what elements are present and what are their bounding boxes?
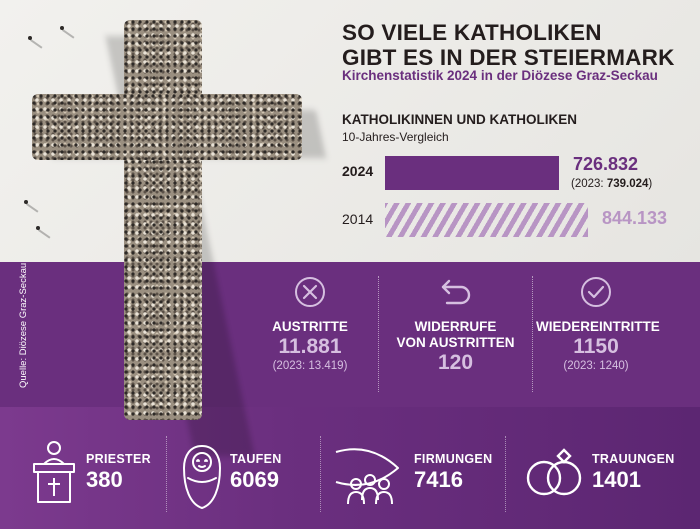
divider bbox=[378, 276, 379, 392]
sacrament-firmungen: FIRMUNGEN 7416 bbox=[414, 452, 492, 492]
annotation-suffix: ) bbox=[648, 178, 653, 190]
divider bbox=[505, 436, 506, 512]
sacrament-label: FIRMUNGEN bbox=[414, 452, 493, 466]
kpi-label-line-2: VON AUSTRITTEN bbox=[396, 335, 515, 350]
baby-icon bbox=[182, 444, 222, 510]
fish-people-icon bbox=[335, 448, 399, 505]
sacrament-label: TAUFEN bbox=[230, 452, 282, 466]
sacrament-taufen: TAUFEN 6069 bbox=[230, 452, 282, 492]
wedding-rings-icon bbox=[526, 448, 582, 496]
sacrament-label: TRAUUNGEN bbox=[592, 452, 675, 466]
sacrament-label: PRIESTER bbox=[86, 452, 151, 466]
title-line-1: SO VIELE KATHOLIKEN bbox=[342, 20, 602, 45]
cross-vertical-beam bbox=[124, 20, 202, 420]
source-note: Quelle: Diözese Graz-Seckau bbox=[18, 262, 29, 388]
kpi-label-line-1: WIDERRUFE bbox=[414, 319, 497, 334]
walker-figure bbox=[24, 200, 28, 204]
bar-annotation-2024: (2023: 739.024) bbox=[571, 178, 652, 190]
category-label-2024: 2024 bbox=[342, 163, 374, 179]
kpi-label: AUSTRITTE bbox=[272, 319, 348, 334]
sacrament-value: 380 bbox=[86, 467, 123, 492]
check-circle-icon bbox=[581, 277, 611, 307]
kpi-widerrufe: WIDERRUFE VON AUSTRITTEN 120 bbox=[393, 278, 518, 375]
sacrament-value: 6069 bbox=[230, 467, 279, 492]
annotation-value: 739.024 bbox=[606, 178, 649, 190]
bar-2014 bbox=[385, 203, 588, 237]
page-title: SO VIELE KATHOLIKEN GIBT ES IN DER STEIE… bbox=[342, 20, 692, 70]
sacrament-value: 7416 bbox=[414, 467, 463, 492]
kpi-previous: (2023: 13.419) bbox=[272, 360, 348, 372]
bar-value-2014: 844.133 bbox=[602, 208, 668, 228]
chart-subtitle: 10-Jahres-Vergleich bbox=[342, 130, 449, 144]
priest-icon bbox=[33, 441, 75, 503]
walker-figure bbox=[36, 226, 40, 230]
kpi-value: 1150 bbox=[573, 335, 619, 358]
walker-figure bbox=[60, 26, 64, 30]
divider bbox=[532, 276, 533, 392]
chart-title: KATHOLIKINNEN UND KATHOLIKEN bbox=[342, 112, 577, 127]
sacrament-trauungen: TRAUUNGEN 1401 bbox=[592, 452, 675, 492]
sacraments-band bbox=[0, 407, 700, 529]
sacrament-priester: PRIESTER 380 bbox=[86, 452, 151, 492]
cross-horizontal-beam bbox=[32, 94, 302, 160]
kpi-value: 120 bbox=[437, 351, 474, 374]
bar-value-2024: 726.832 bbox=[573, 154, 639, 174]
kpi-value: 11.881 bbox=[278, 335, 342, 358]
kpi-label: WIEDEREINTRITTE bbox=[536, 319, 660, 334]
kpi-austritte: AUSTRITTE 11.881 (2023: 13.419) bbox=[250, 276, 370, 374]
walker-figure bbox=[28, 36, 32, 40]
page-subtitle: Kirchenstatistik 2024 in der Diözese Gra… bbox=[342, 68, 658, 83]
sacrament-value: 1401 bbox=[592, 467, 641, 492]
title-line-2: GIBT ES IN DER STEIERMARK bbox=[342, 45, 675, 70]
undo-arrow-icon bbox=[441, 279, 470, 305]
kpi-previous: (2023: 1240) bbox=[563, 360, 629, 372]
divider bbox=[320, 436, 321, 512]
bar-2024 bbox=[385, 156, 559, 190]
x-circle-icon bbox=[295, 277, 325, 307]
kpi-wiedereintritte: WIEDEREINTRITTE 1150 (2023: 1240) bbox=[536, 276, 660, 374]
category-label-2014: 2014 bbox=[342, 211, 374, 227]
divider bbox=[166, 436, 167, 512]
annotation-prefix: (2023: bbox=[571, 178, 607, 190]
